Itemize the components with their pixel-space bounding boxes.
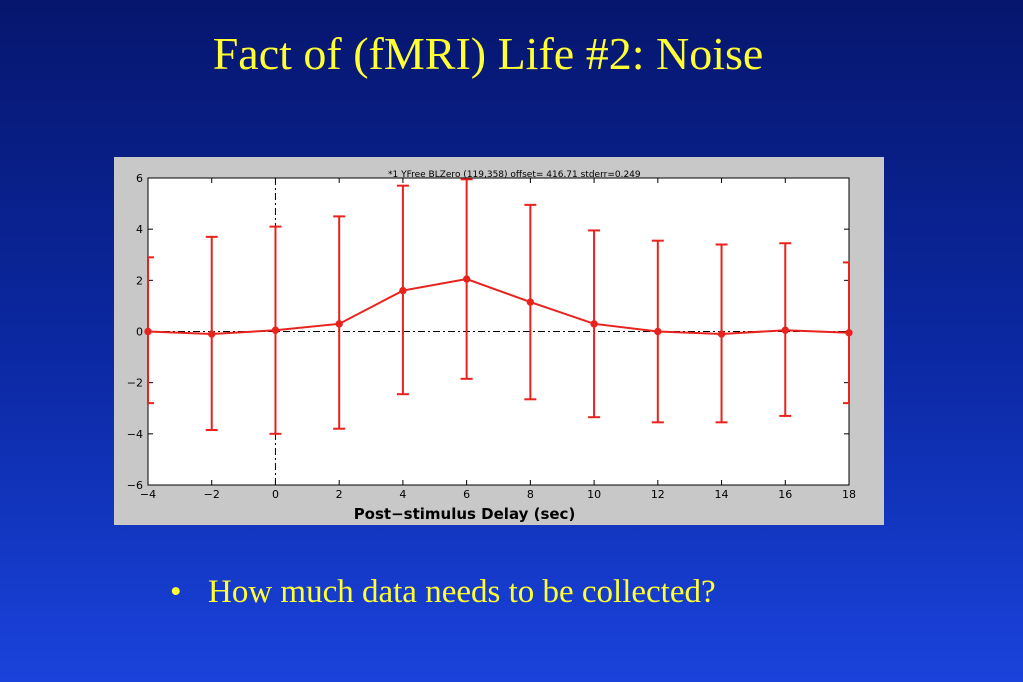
- chart-title: *1 YFree BLZero (119,358) offset= 416.71…: [388, 170, 641, 180]
- x-tick-label: 8: [527, 488, 534, 501]
- data-point: [335, 320, 343, 328]
- data-point: [717, 330, 726, 338]
- data-point: [399, 286, 407, 295]
- x-tick-label: 16: [778, 488, 792, 501]
- x-tick-label: 14: [715, 488, 729, 501]
- slide-title: Fact of (fMRI) Life #2: Noise: [212, 28, 764, 79]
- x-tick-label: 0: [272, 488, 279, 501]
- bullet-text: How much data needs to be collected?: [208, 574, 716, 610]
- y-tick-label: 6: [136, 172, 143, 185]
- data-point: [526, 298, 535, 306]
- series-layer: [144, 178, 853, 435]
- y-tick-label: 0: [136, 326, 143, 339]
- data-point: [208, 330, 216, 338]
- y-tick-label: 2: [136, 274, 143, 287]
- x-tick-label: 10: [587, 488, 601, 501]
- bullet-list: • How much data needs to be collected?: [170, 574, 716, 611]
- data-point: [781, 326, 789, 334]
- chart-figure: −4 −2 0 2 4 6 8 10 12 14 16 18 −6 −4 −2 0 2 4 6 *1 YFree B…: [114, 157, 884, 525]
- data-point: [144, 327, 152, 336]
- x-tick-label: 6: [463, 488, 470, 501]
- x-axis-label: Post−stimulus Delay (sec): [354, 505, 576, 523]
- y-tick-label: −2: [127, 377, 143, 390]
- data-point: [845, 329, 853, 337]
- x-tick-label: −2: [204, 488, 220, 501]
- y-tick-label: −6: [127, 479, 143, 492]
- x-tick-label: −4: [140, 488, 156, 501]
- data-point: [654, 327, 662, 336]
- y-tick-label: 4: [136, 223, 143, 236]
- y-tick-label: −4: [127, 428, 143, 441]
- data-point: [462, 275, 471, 283]
- bullet-item: • How much data needs to be collected?: [170, 574, 716, 611]
- x-tick-label: 18: [842, 488, 856, 501]
- series-line: [147, 278, 850, 336]
- bullet-marker: •: [170, 574, 182, 610]
- data-point: [271, 326, 280, 334]
- x-tick-label: 2: [336, 488, 343, 501]
- data-point: [590, 320, 598, 328]
- x-tick-label: 4: [399, 488, 406, 501]
- x-tick-label: 12: [651, 488, 665, 501]
